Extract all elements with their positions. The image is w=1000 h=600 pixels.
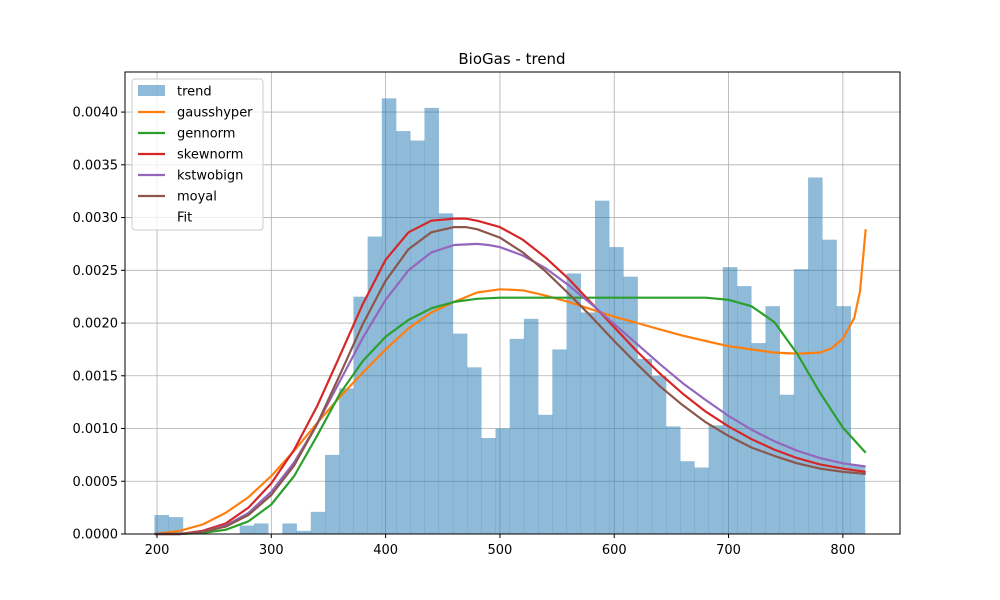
histogram-bar [523, 318, 539, 534]
y-tick-label: 0.0040 [73, 106, 119, 121]
histogram-bar [410, 140, 425, 534]
histogram-bar [467, 367, 482, 534]
y-tick-label: 0.0015 [73, 369, 119, 384]
histogram-bar [651, 375, 667, 534]
legend-entry-moyal: moyal [138, 190, 217, 205]
histogram-bar [623, 276, 638, 534]
legend-entry-kstwobign: kstwobign [138, 169, 243, 184]
x-tick-label: 700 [716, 543, 741, 558]
x-tick-label: 200 [145, 543, 170, 558]
y-tick-label: 0.0035 [73, 158, 119, 173]
series-line-skewnorm [154, 217, 866, 536]
histogram-bar [609, 247, 624, 534]
y-tick-label: 0.0010 [73, 422, 119, 437]
legend-label: gennorm [177, 127, 235, 142]
y-tick-label: 0.0025 [73, 264, 119, 279]
histogram-bar [765, 306, 780, 534]
y-tick-label: 0.0030 [73, 211, 119, 226]
x-tick-label: 500 [488, 543, 513, 558]
histogram-bar [665, 426, 681, 534]
legend-label: kstwobign [177, 169, 243, 184]
x-tick-label: 400 [373, 543, 398, 558]
histogram-bar [779, 394, 795, 534]
y-tick-label: 0.0020 [73, 317, 119, 332]
histogram-bar [737, 286, 752, 534]
histogram-bar [324, 454, 340, 534]
x-tick-label: 600 [602, 543, 627, 558]
histogram-bar [808, 177, 823, 535]
chart-title: BioGas - trend [458, 50, 565, 68]
legend-entry-trend: trend [138, 85, 212, 100]
histogram-bar [154, 515, 169, 534]
histogram-bar [694, 467, 709, 534]
histogram-bar [438, 213, 454, 534]
y-axis: 0.0000 0.0005 0.0010 0.0015 0.0020 0.0025 0.00… [73, 106, 125, 543]
histogram-bar [538, 414, 553, 534]
series-line-moyal [154, 226, 866, 536]
fit-lines [154, 217, 867, 536]
histogram-bar [822, 239, 837, 534]
histogram-bar [637, 358, 653, 534]
histogram-bar [310, 511, 326, 534]
histogram-bar [680, 461, 695, 534]
histogram-bar [580, 312, 596, 534]
histogram-bar [452, 333, 468, 534]
histogram-bar [239, 525, 255, 534]
histogram-bar [594, 200, 610, 534]
legend-label: trend [177, 85, 212, 100]
legend-swatch [138, 85, 165, 96]
x-axis: 200 300 400 500 600 700 800 [145, 534, 855, 558]
x-tick-label: 800 [830, 543, 855, 558]
histogram-bar [253, 523, 269, 534]
series-line-gennorm [154, 296, 867, 536]
histogram-bar [339, 388, 354, 534]
histogram-bar [381, 98, 397, 534]
histogram-bar [722, 267, 738, 534]
plot-area-frame [124, 71, 901, 535]
series-line-kstwobign [154, 242, 866, 536]
histogram-bar [296, 530, 312, 534]
legend-box [131, 78, 264, 231]
legend-label: Fit [177, 211, 192, 226]
legend: trend gausshyper gennorm skewnorm kstwobign m… [131, 78, 264, 231]
histogram-bar [836, 306, 851, 534]
histogram-bar [566, 273, 582, 534]
histogram-bar [495, 428, 510, 534]
legend-entry-Fit: Fit [177, 211, 192, 226]
legend-entry-gennorm: gennorm [138, 127, 235, 142]
histogram-bar [424, 107, 439, 535]
legend-label: moyal [177, 190, 217, 205]
histogram-bar [850, 465, 866, 534]
histogram-bar [751, 343, 766, 534]
histogram-bar [282, 523, 297, 534]
legend-label: skewnorm [177, 148, 243, 163]
legend-label: gausshyper [177, 106, 253, 121]
histogram-bar [793, 269, 809, 534]
histogram-bar [509, 338, 525, 534]
legend-entry-gausshyper: gausshyper [138, 106, 253, 121]
legend-entry-skewnorm: skewnorm [138, 148, 243, 163]
y-tick-label: 0.0005 [73, 475, 119, 490]
histogram-bar [481, 438, 496, 534]
histogram-bar [353, 296, 368, 534]
histogram-bar [708, 425, 724, 534]
y-tick-label: 0.0000 [73, 528, 119, 543]
x-tick-label: 300 [259, 543, 284, 558]
histogram-bar [552, 349, 567, 534]
